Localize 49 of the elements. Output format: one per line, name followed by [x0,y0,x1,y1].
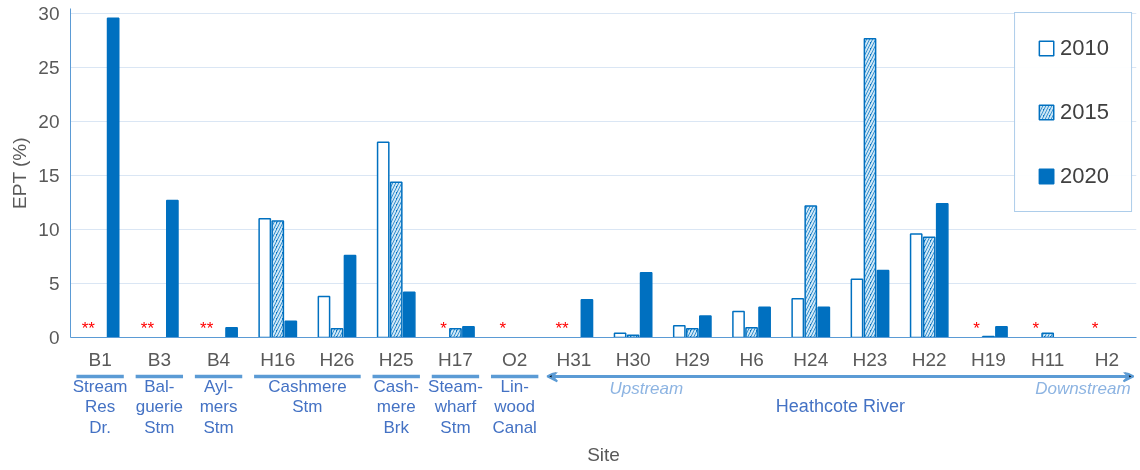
y-tick-label: 15 [38,165,60,187]
annotation: * [499,318,507,338]
x-tick-label: H24 [793,348,829,370]
x-tick-label: H2 [1094,348,1120,370]
text: Downstream [1035,378,1131,398]
y-tick-label: 30 [38,3,60,25]
annotation: * [440,318,448,338]
text: Cashmere Stm [268,376,347,417]
y-tick-label: 25 [38,57,60,79]
x-tick-label: H16 [260,348,296,370]
annotation: ** [140,318,155,338]
text: Lin- wood Canal [492,376,537,437]
legend-label: 2010 [1060,35,1109,61]
text: Heathcote River [775,395,905,416]
legend-label: 2020 [1060,163,1109,189]
x-tick-label: H30 [615,348,651,370]
y-tick-label: 5 [48,273,60,295]
x-tick-label: H29 [674,348,710,370]
x-tick-label: B1 [88,348,112,370]
text: Stream Res Dr. [72,376,128,437]
y-tick-label: 0 [48,327,60,348]
x-tick-label: H23 [852,348,888,370]
text: Upstream [609,378,684,398]
x-tick-label: B3 [147,348,171,370]
annotation: * [973,318,981,338]
y-tick-label: 10 [38,219,60,241]
x-axis-title: Site [587,443,620,465]
annotation: * [1091,318,1099,338]
legend-label: 2015 [1060,99,1109,125]
text: Cash- mere Brk [373,376,419,437]
x-tick-label: H19 [971,348,1006,370]
y-axis-title: EPT (%) [9,137,31,209]
x-tick-label: H31 [556,348,592,370]
x-tick-label: H25 [378,348,414,370]
y-tick-label: 20 [38,111,60,133]
x-tick-label: H22 [911,348,947,370]
x-tick-label: O2 [501,348,528,370]
annotation: ** [200,318,214,338]
x-tick-label: B4 [206,348,231,370]
x-tick-label: H26 [319,348,355,370]
annotation: ** [555,318,570,338]
annotation: ** [81,318,96,338]
x-tick-label: H6 [739,348,764,370]
text: Steam- wharf Stm [428,376,483,437]
annotation: * [1032,318,1040,338]
text: Ayl- mers Stm [199,376,238,437]
x-tick-label: H11 [1030,348,1065,370]
text: Bal- guerie Stm [135,376,183,437]
x-tick-label: H17 [438,348,473,370]
